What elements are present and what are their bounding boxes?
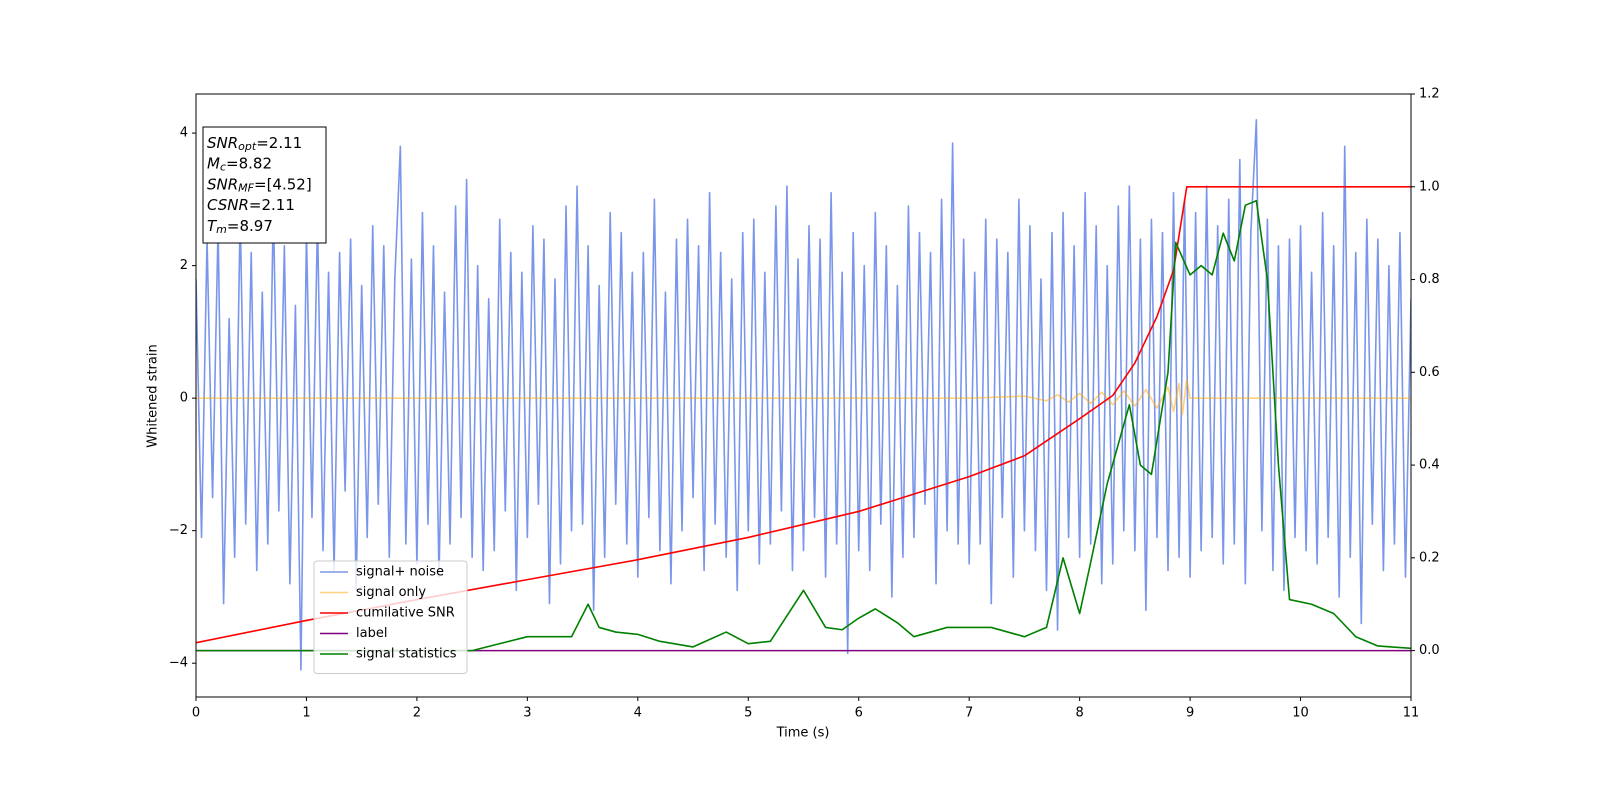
legend-label: cumilative SNR bbox=[356, 606, 455, 621]
x-tick-label: 9 bbox=[1186, 706, 1194, 721]
annotation-symbol: SNR bbox=[207, 175, 238, 193]
series-line bbox=[196, 185, 1411, 644]
y2-tick-label: 0.0 bbox=[1419, 643, 1440, 658]
annotation: SNRopt=2.11Mc=8.82SNRMF=[4.52]CSNR=2.11T… bbox=[202, 126, 327, 244]
x-axis-label: Time (s) bbox=[776, 726, 830, 741]
legend-label: label bbox=[356, 626, 387, 641]
series-line bbox=[196, 199, 1411, 652]
x-tick-label: 11 bbox=[1403, 706, 1420, 721]
series-line bbox=[196, 378, 1411, 416]
annotation-line: SNRopt=2.11 bbox=[207, 134, 302, 154]
x-tick-label: 1 bbox=[302, 706, 310, 721]
x-tick-label: 0 bbox=[192, 706, 200, 721]
y2-tick-label: 1.2 bbox=[1419, 87, 1440, 102]
annotation-line: CSNR=2.11 bbox=[207, 196, 295, 214]
annotation-line: SNRMF=[4.52] bbox=[207, 175, 312, 195]
annotation-symbol: CSNR bbox=[207, 196, 249, 214]
annotation-symbol: M bbox=[207, 154, 220, 172]
x-tick-label: 2 bbox=[413, 706, 421, 721]
x-tick-label: 4 bbox=[634, 706, 642, 721]
y-tick-label: −4 bbox=[169, 656, 188, 671]
legend-label: signal only bbox=[356, 585, 426, 600]
y-tick-label: 4 bbox=[180, 126, 188, 141]
annotation-box bbox=[202, 126, 327, 244]
x-tick-label: 7 bbox=[965, 706, 973, 721]
annotation-subscript: c bbox=[220, 161, 226, 174]
annotation-line: Tm=8.97 bbox=[207, 216, 273, 236]
annotation-subscript: m bbox=[216, 223, 227, 236]
y-tick-label: −2 bbox=[169, 523, 188, 538]
y-tick-label: 0 bbox=[180, 391, 188, 406]
legend: signal+ noise signal only cumilative SNR la… bbox=[313, 560, 468, 674]
annotation-value: =8.97 bbox=[227, 216, 273, 234]
annotation-value: =2.11 bbox=[256, 134, 302, 152]
x-tick-label: 10 bbox=[1292, 706, 1309, 721]
annotation-value: =2.11 bbox=[249, 196, 295, 214]
y2-tick-label: 0.6 bbox=[1419, 365, 1440, 380]
annotation-subscript: MF bbox=[238, 181, 254, 194]
series-line bbox=[196, 119, 1411, 671]
y2-tick-label: 0.2 bbox=[1419, 550, 1440, 565]
y-tick-label: 2 bbox=[180, 258, 188, 273]
x-tick-label: 5 bbox=[744, 706, 752, 721]
y2-tick-label: 0.4 bbox=[1419, 458, 1440, 473]
legend-label: signal statistics bbox=[356, 647, 457, 662]
annotation-subscript: opt bbox=[238, 140, 257, 153]
x-tick-label: 6 bbox=[855, 706, 863, 721]
x-tick-label: 8 bbox=[1075, 706, 1083, 721]
annotation-symbol: T bbox=[207, 216, 218, 234]
y2-tick-label: 1.0 bbox=[1419, 179, 1440, 194]
plot-frame bbox=[195, 93, 1412, 698]
annotation-value: =[4.52] bbox=[254, 175, 312, 193]
annotation-value: =8.82 bbox=[226, 154, 272, 172]
legend-box bbox=[313, 560, 468, 674]
y-axis-label: Whitened strain bbox=[146, 344, 161, 447]
annotation-symbol: SNR bbox=[207, 134, 238, 152]
y2-tick-label: 0.8 bbox=[1419, 272, 1440, 287]
legend-label: signal+ noise bbox=[356, 565, 444, 580]
annotation-line: Mc=8.82 bbox=[207, 154, 272, 174]
x-tick-label: 3 bbox=[523, 706, 531, 721]
